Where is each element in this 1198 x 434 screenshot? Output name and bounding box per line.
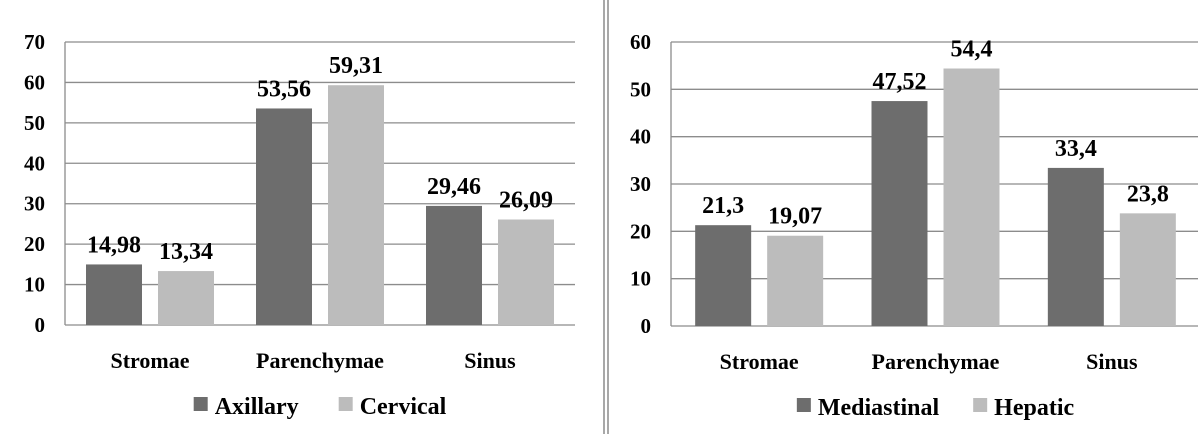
y-tick-label: 10 — [630, 267, 651, 291]
data-label: 33,4 — [1055, 136, 1097, 162]
chart-panel-left: 0 10 20 30 40 50 60 70 14,98 13,34 Stromae 53,56 59,… — [24, 0, 605, 434]
legend-label: Axillary — [215, 394, 299, 420]
legend-label: Hepatic — [994, 395, 1074, 421]
data-label: 54,4 — [951, 37, 993, 63]
bar — [86, 264, 142, 325]
bar — [695, 225, 752, 326]
bar-chart-left: 0 10 20 30 40 50 60 70 14,98 13,34 Stromae 53,56 59,… — [24, 30, 575, 420]
x-category-label: Stromae — [110, 348, 189, 373]
bar-chart-right: 0 10 20 30 40 50 60 21,3 19,07 Stromae 47,52 54,4 Pa… — [630, 30, 1198, 421]
bar — [767, 235, 824, 326]
legend: Axillary Cervical — [193, 394, 447, 420]
data-label: 23,8 — [1127, 181, 1169, 207]
data-label: 26,09 — [499, 188, 553, 214]
bar — [256, 108, 312, 325]
y-tick-label: 50 — [24, 111, 45, 135]
y-tick-label: 70 — [24, 30, 45, 54]
y-tick-label: 20 — [24, 232, 45, 256]
data-label: 14,98 — [87, 232, 141, 258]
bar — [426, 205, 482, 325]
data-label: 19,07 — [768, 204, 822, 230]
bar — [871, 101, 928, 327]
legend-label: Mediastinal — [818, 395, 940, 421]
y-tick-label: 60 — [24, 70, 45, 94]
y-tick-label: 30 — [630, 172, 651, 196]
bar — [943, 68, 1000, 327]
data-label: 53,56 — [257, 76, 311, 102]
y-tick-label: 40 — [24, 151, 45, 175]
y-tick-label: 60 — [630, 30, 651, 54]
data-label: 59,31 — [329, 53, 383, 79]
bar — [328, 85, 384, 325]
y-tick-label: 0 — [35, 313, 46, 337]
data-label: 13,34 — [159, 239, 213, 265]
y-tick-label: 50 — [630, 77, 651, 101]
x-category-label: Parenchymae — [256, 348, 384, 373]
x-category-label: Stromae — [720, 349, 799, 374]
chart-panel-right: 0 10 20 30 40 50 60 21,3 19,07 Stromae 47,52 54,4 Pa… — [607, 0, 1198, 434]
legend: Mediastinal Hepatic — [796, 395, 1075, 421]
y-tick-label: 10 — [24, 273, 45, 297]
data-label: 29,46 — [427, 174, 481, 200]
x-category-label: Parenchymae — [872, 349, 1000, 374]
y-tick-label: 30 — [24, 192, 45, 216]
legend-swatch — [193, 397, 208, 411]
bar — [498, 219, 554, 325]
data-label: 21,3 — [702, 193, 744, 219]
legend-label: Cervical — [360, 394, 447, 420]
y-tick-label: 20 — [630, 219, 651, 243]
x-category-label: Sinus — [464, 348, 516, 373]
y-tick-label: 0 — [641, 314, 652, 338]
legend-swatch — [338, 397, 353, 411]
bar — [1119, 213, 1176, 326]
legend-swatch — [973, 398, 988, 412]
x-category-label: Sinus — [1086, 349, 1138, 374]
legend-swatch — [796, 398, 811, 412]
bar — [1047, 167, 1104, 326]
y-tick-label: 40 — [630, 125, 651, 149]
bar — [158, 271, 214, 325]
data-label: 47,52 — [873, 69, 927, 95]
